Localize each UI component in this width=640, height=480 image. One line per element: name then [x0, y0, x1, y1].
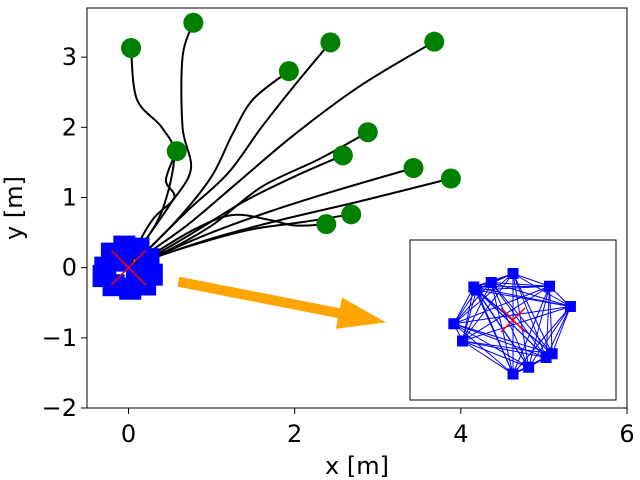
- y-tick-label: −2: [42, 394, 77, 422]
- inset-node-marker: [523, 361, 535, 373]
- start-position-marker: [357, 122, 378, 143]
- inset-edge: [453, 323, 547, 358]
- inset-edge: [490, 282, 553, 355]
- start-position-marker: [341, 204, 362, 225]
- x-tick-label: 2: [287, 420, 302, 448]
- start-position-marker: [278, 61, 299, 82]
- y-tick-label: 0: [62, 254, 77, 282]
- inset-edge: [545, 286, 551, 358]
- start-position-marker: [424, 31, 445, 52]
- inset-edge: [453, 306, 571, 325]
- start-position-marker: [332, 145, 353, 166]
- inset-edge: [462, 340, 529, 368]
- start-position-marker: [320, 32, 341, 53]
- target-marker-stroke-b: [111, 250, 147, 286]
- inset-edge: [551, 306, 571, 354]
- inset-edge: [512, 273, 550, 287]
- inset-edge: [491, 282, 571, 307]
- final-position-marker: [125, 262, 148, 285]
- start-position-marker: [316, 214, 337, 235]
- inset-node-marker: [448, 318, 460, 330]
- inset-edge: [490, 282, 530, 368]
- trajectory-line-1: [127, 47, 176, 269]
- y-tick-label: 3: [62, 43, 77, 71]
- target-layer: [111, 250, 147, 286]
- inset-edge: [512, 306, 571, 375]
- inset-target-stroke-b: [500, 307, 526, 333]
- inset-edge: [462, 340, 547, 358]
- inset-edge: [512, 273, 571, 307]
- inset-node-marker: [468, 281, 480, 293]
- inset-edge: [473, 286, 514, 375]
- trajectory-line-3: [127, 70, 290, 269]
- inset-edge: [453, 323, 553, 355]
- start-position-marker: [403, 158, 424, 178]
- inset-node-marker: [544, 280, 556, 292]
- start-position-marker: [183, 12, 204, 33]
- y-tick-label: 2: [62, 113, 77, 141]
- inset-node-marker: [546, 348, 558, 360]
- inset-edge: [528, 306, 571, 368]
- trajectory-line-9: [128, 167, 414, 269]
- inset-edge: [453, 282, 492, 325]
- inset-edge: [549, 286, 553, 354]
- x-tick-label: 6: [619, 420, 634, 448]
- x-tick-label: 0: [121, 420, 136, 448]
- start-position-marker: [121, 38, 142, 58]
- inset-node-marker: [507, 268, 519, 279]
- inset-node-marker: [564, 301, 576, 312]
- inset-edge: [453, 289, 477, 325]
- inset-edge: [490, 282, 514, 375]
- plot-frame: [86, 7, 628, 409]
- inset-edge: [490, 282, 547, 358]
- inset-edge: [473, 286, 571, 307]
- inset-node-marker: [457, 335, 469, 347]
- final-position-marker: [92, 265, 115, 288]
- axes-layer: 0 2 4 6 −2 −1 0 1 2 3: [42, 43, 635, 448]
- inset-edge: [462, 340, 514, 375]
- y-tick-label: 1: [62, 183, 77, 211]
- inset-edge: [512, 273, 530, 368]
- inset-node-marker: [540, 352, 552, 363]
- inset-edge: [462, 282, 492, 342]
- inset-edge: [453, 323, 529, 368]
- inset-node-marker: [485, 277, 497, 288]
- start-position-marker: [166, 141, 187, 162]
- inset-edge: [528, 286, 551, 368]
- inset-panel: [409, 239, 617, 401]
- trajectory-line-5: [127, 40, 435, 269]
- zoom-arrow-layer: [177, 276, 387, 329]
- inset-edge: [491, 282, 550, 287]
- x-axis-label: x [m]: [325, 452, 389, 480]
- start-position-marker: [440, 168, 461, 189]
- trajectories-layer: [127, 22, 452, 269]
- zoom-arrow: [177, 276, 387, 329]
- final-positions-layer: [92, 235, 163, 300]
- inset-edge: [476, 285, 550, 291]
- inset-edge: [453, 323, 514, 375]
- final-position-marker: [109, 249, 132, 272]
- start-positions-layer: [121, 12, 461, 235]
- inset-edge: [462, 289, 477, 342]
- inset-node-marker: [507, 368, 519, 380]
- x-tick-label: 4: [453, 420, 468, 448]
- y-tick-label: −1: [42, 324, 77, 352]
- y-axis-label: y [m]: [0, 176, 28, 240]
- inset-edge: [462, 340, 553, 355]
- inset-edge: [453, 286, 475, 324]
